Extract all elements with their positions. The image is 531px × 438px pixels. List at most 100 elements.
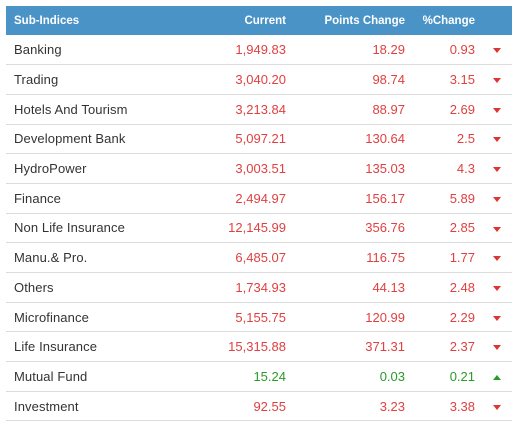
sub-index-name: Microfinance xyxy=(14,309,89,325)
sub-index-name: Finance xyxy=(14,190,61,206)
pct-change-value: 2.29 xyxy=(449,309,475,325)
points-change-value: 371.31 xyxy=(365,339,405,355)
current-value: 3,213.84 xyxy=(235,101,286,117)
points-change-value: 135.03 xyxy=(365,161,405,177)
current-value: 5,097.21 xyxy=(235,131,286,147)
trend-cell xyxy=(489,213,512,243)
header-current[interactable]: Current xyxy=(244,14,286,27)
current-value: 3,040.20 xyxy=(235,72,286,88)
arrow-down-icon xyxy=(493,285,501,291)
sub-indices-table: Sub-Indices Current Points Change %Chang… xyxy=(6,6,512,421)
arrow-down-icon xyxy=(493,345,501,351)
trend-cell xyxy=(489,391,512,421)
trend-cell xyxy=(489,154,512,184)
pct-change-value: 2.5 xyxy=(456,131,475,147)
points-change-value: 44.13 xyxy=(372,279,405,295)
trend-cell xyxy=(489,302,512,332)
table-row[interactable]: Others 1,734.93 44.13 2.48 xyxy=(6,273,512,303)
pct-change-value: 4.3 xyxy=(456,161,475,177)
arrow-down-icon xyxy=(493,78,501,84)
table-row[interactable]: Banking 1,949.83 18.29 0.93 xyxy=(6,35,512,65)
sub-index-name: Hotels And Tourism xyxy=(14,101,128,117)
pct-change-value: 2.37 xyxy=(449,339,475,355)
pct-change-value: 3.15 xyxy=(449,72,475,88)
arrow-up-icon xyxy=(493,374,501,380)
points-change-value: 130.64 xyxy=(365,131,405,147)
sub-index-name: Non Life Insurance xyxy=(14,220,125,236)
table-row[interactable]: Manu.& Pro. 6,485.07 116.75 1.77 xyxy=(6,243,512,273)
trend-cell xyxy=(489,273,512,303)
current-value: 92.55 xyxy=(253,398,286,414)
arrow-down-icon xyxy=(493,256,501,262)
points-change-value: 3.23 xyxy=(379,398,405,414)
table-body: Banking 1,949.83 18.29 0.93 Trading 3,040.20 9… xyxy=(6,35,512,421)
table-row[interactable]: Non Life Insurance 12,145.99 356.76 2.85 xyxy=(6,213,512,243)
sub-index-name: Mutual Fund xyxy=(14,368,88,384)
current-value: 15.24 xyxy=(253,368,286,384)
arrow-down-icon xyxy=(493,315,501,321)
table-row[interactable]: Finance 2,494.97 156.17 5.89 xyxy=(6,183,512,214)
trend-cell xyxy=(489,332,512,362)
points-change-value: 156.17 xyxy=(365,190,405,206)
sub-index-name: Manu.& Pro. xyxy=(14,250,88,266)
sub-index-name: Banking xyxy=(14,42,62,58)
current-value: 5,155.75 xyxy=(235,309,286,325)
table-row[interactable]: Trading 3,040.20 98.74 3.15 xyxy=(6,65,512,95)
points-change-value: 18.29 xyxy=(372,42,405,58)
pct-change-value: 2.48 xyxy=(449,279,475,295)
pct-change-value: 0.21 xyxy=(449,368,475,384)
sub-index-name: Investment xyxy=(14,398,79,414)
pct-change-value: 1.77 xyxy=(449,250,475,266)
current-value: 6,485.07 xyxy=(235,250,286,266)
current-value: 12,145.99 xyxy=(228,220,286,236)
header-sub-indices[interactable]: Sub-Indices xyxy=(14,14,80,27)
arrow-down-icon xyxy=(493,167,501,173)
sub-index-name: Trading xyxy=(14,72,59,88)
table-row[interactable]: Mutual Fund 15.24 0.03 0.21 xyxy=(6,362,512,392)
arrow-down-icon xyxy=(493,226,501,232)
points-change-value: 120.99 xyxy=(365,309,405,325)
header-points-change[interactable]: Points Change xyxy=(324,14,405,27)
table-row[interactable]: Life Insurance 15,315.88 371.31 2.37 xyxy=(6,332,512,362)
current-value: 2,494.97 xyxy=(235,190,286,206)
trend-cell xyxy=(489,35,512,65)
points-change-value: 98.74 xyxy=(372,72,405,88)
current-value: 1,949.83 xyxy=(235,42,286,58)
points-change-value: 88.97 xyxy=(372,101,405,117)
trend-cell xyxy=(489,65,512,95)
current-value: 15,315.88 xyxy=(228,339,286,355)
trend-cell xyxy=(489,243,512,273)
trend-cell xyxy=(489,183,512,213)
arrow-down-icon xyxy=(493,137,501,143)
current-value: 3,003.51 xyxy=(235,161,286,177)
arrow-down-icon xyxy=(493,48,501,54)
points-change-value: 116.75 xyxy=(366,250,405,266)
trend-cell xyxy=(489,124,512,154)
table-row[interactable]: Microfinance 5,155.75 120.99 2.29 xyxy=(6,302,512,332)
current-value: 1,734.93 xyxy=(235,279,286,295)
sub-index-name: Life Insurance xyxy=(14,339,98,355)
pct-change-value: 0.93 xyxy=(449,42,475,58)
points-change-value: 356.76 xyxy=(365,220,405,236)
trend-cell xyxy=(489,94,512,124)
sub-indices-panel: Sub-Indices Current Points Change %Chang… xyxy=(6,6,512,421)
table-row[interactable]: Development Bank 5,097.21 130.64 2.5 xyxy=(6,124,512,154)
table-row[interactable]: Investment 92.55 3.23 3.38 xyxy=(6,391,512,421)
sub-index-name: Others xyxy=(14,279,54,295)
pct-change-value: 3.38 xyxy=(449,398,475,414)
pct-change-value: 5.89 xyxy=(449,190,475,206)
table-row[interactable]: HydroPower 3,003.51 135.03 4.3 xyxy=(6,154,512,184)
arrow-down-icon xyxy=(493,196,501,202)
table-header-row: Sub-Indices Current Points Change %Chang… xyxy=(6,6,512,35)
table-row[interactable]: Hotels And Tourism 3,213.84 88.97 2.69 xyxy=(6,94,512,125)
trend-cell xyxy=(489,362,512,392)
pct-change-value: 2.85 xyxy=(449,220,475,236)
points-change-value: 0.03 xyxy=(379,368,405,384)
arrow-down-icon xyxy=(493,107,501,113)
arrow-down-icon xyxy=(493,404,501,410)
pct-change-value: 2.69 xyxy=(449,101,475,117)
sub-index-name: HydroPower xyxy=(14,161,87,177)
header-trend xyxy=(489,6,512,35)
header-pct-change[interactable]: %Change xyxy=(422,14,475,27)
sub-index-name: Development Bank xyxy=(14,131,126,147)
